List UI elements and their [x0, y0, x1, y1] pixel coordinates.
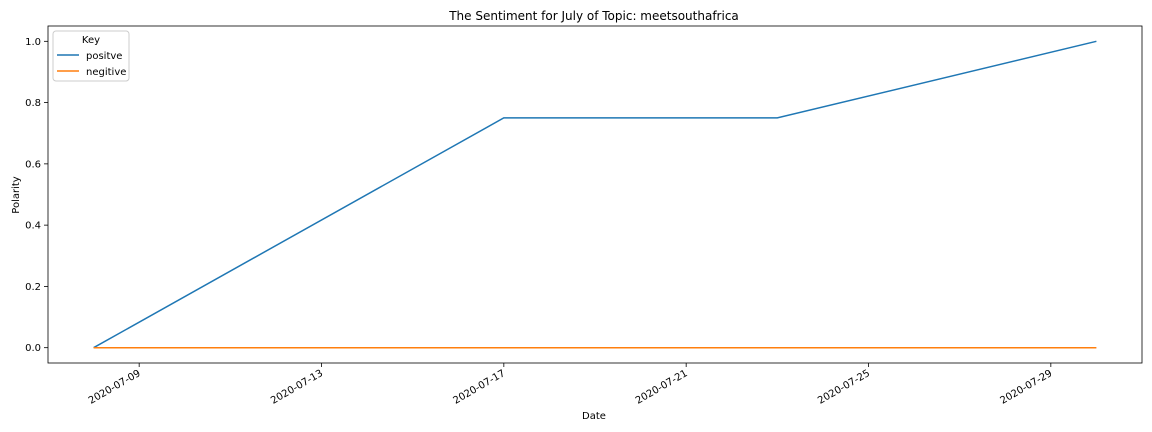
series-line-positve: [93, 40, 1097, 349]
plot-area: [47, 25, 1143, 364]
x-axis: 2020-07-09 2020-07-13 2020-07-17 2020-07-21…: [87, 363, 1054, 407]
legend-title: Key: [82, 35, 100, 46]
y-tick-label: 0.6: [25, 159, 41, 170]
y-tick-label: 0.8: [25, 98, 41, 109]
y-tick-label: 0.0: [25, 343, 41, 354]
y-axis-label: Polarity: [11, 176, 22, 214]
x-tick-label: 2020-07-21: [634, 368, 690, 407]
series-layer: [93, 40, 1097, 349]
y-tick-label: 1.0: [25, 37, 41, 48]
chart-title: The Sentiment for July of Topic: meetsou…: [448, 9, 739, 23]
x-tick-label: 2020-07-25: [816, 368, 872, 407]
legend-box: [52, 30, 130, 82]
x-tick-label: 2020-07-17: [451, 368, 507, 407]
x-tick-label: 2020-07-29: [998, 368, 1054, 407]
legend: Key positve negitive: [52, 30, 130, 82]
x-axis-label: Date: [582, 411, 606, 422]
x-tick-label: 2020-07-13: [269, 368, 325, 407]
legend-label-positve: positve: [86, 51, 122, 62]
legend-label-negitive: negitive: [86, 67, 126, 78]
x-tick-label: 2020-07-09: [87, 368, 143, 407]
y-tick-label: 0.2: [25, 282, 41, 293]
y-tick-label: 0.4: [25, 221, 41, 232]
y-axis: 0.0 0.2 0.4 0.6 0.8 1.0: [25, 37, 48, 354]
